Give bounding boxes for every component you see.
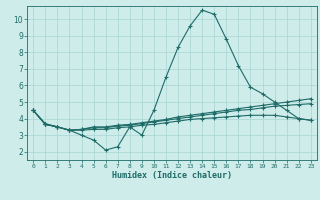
X-axis label: Humidex (Indice chaleur): Humidex (Indice chaleur) xyxy=(112,171,232,180)
